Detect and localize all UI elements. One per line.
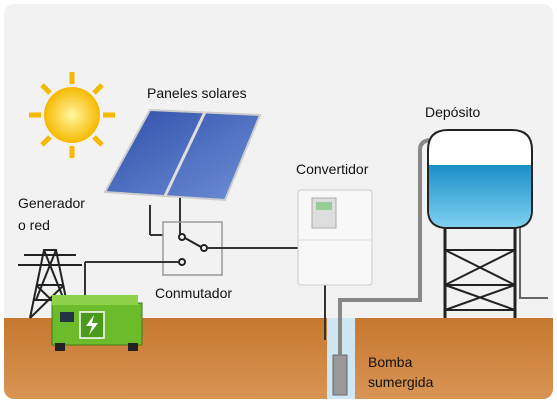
label-pump-1: Bomba xyxy=(368,354,413,370)
label-converter: Convertidor xyxy=(296,161,369,177)
label-pump-2: sumergida xyxy=(368,374,434,390)
label-generator-2: o red xyxy=(18,217,50,233)
label-tank: Depósito xyxy=(425,104,480,120)
label-solar-panels: Paneles solares xyxy=(147,85,247,101)
diagram: Paneles solares Conmutador Generador o r… xyxy=(0,0,557,403)
label-generator-1: Generador xyxy=(18,195,85,211)
label-switch: Conmutador xyxy=(155,285,232,301)
generator xyxy=(52,295,142,351)
page: {"labels": {"solar_panels": "Paneles sol… xyxy=(0,0,557,408)
